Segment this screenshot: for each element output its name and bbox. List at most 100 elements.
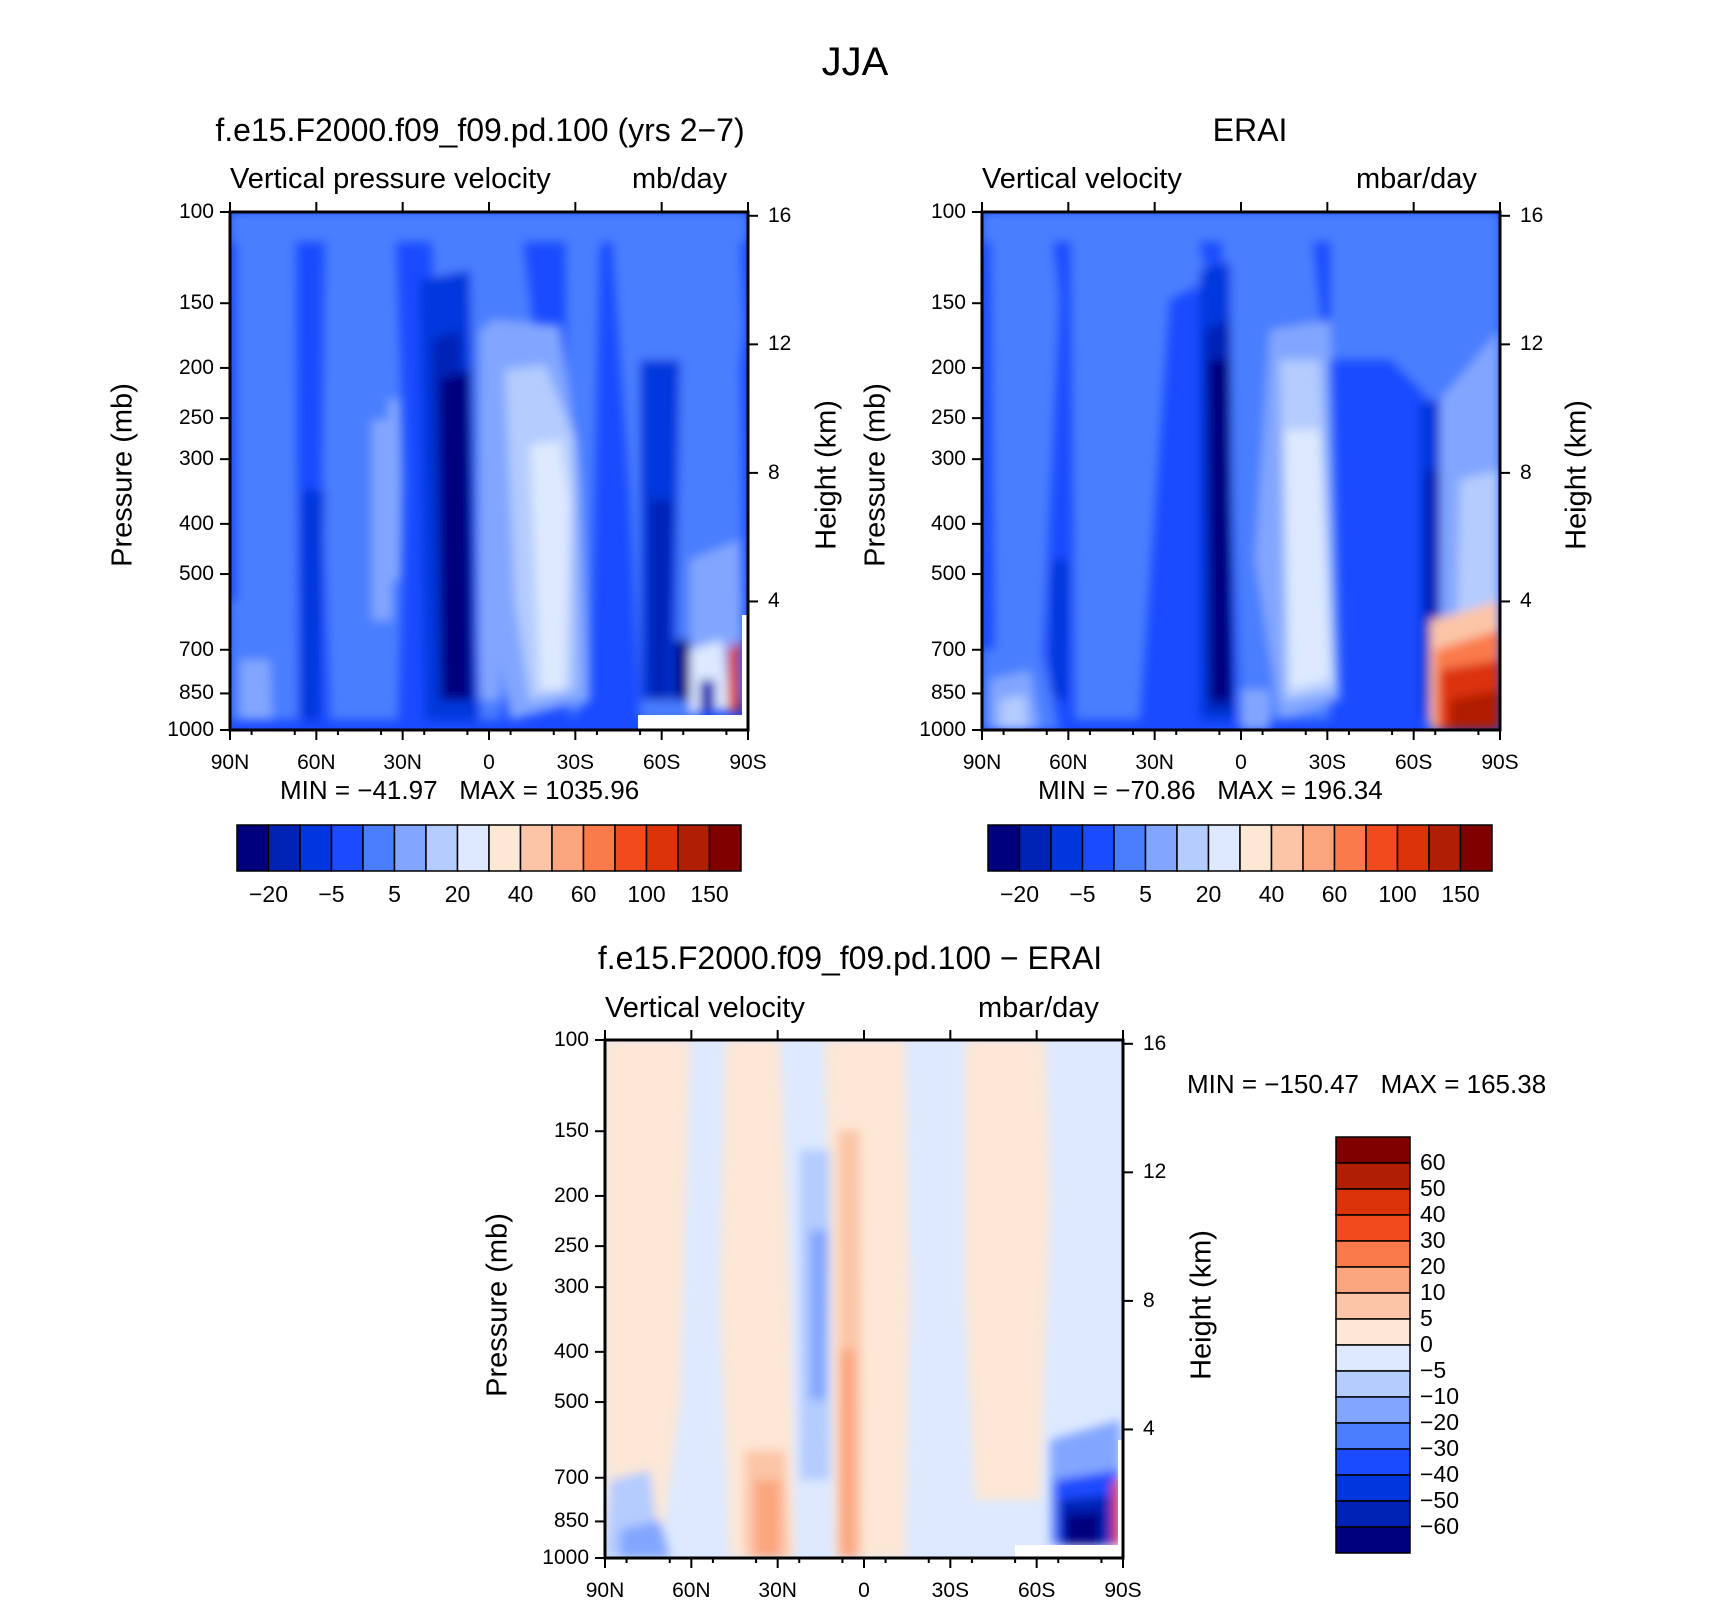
colorbar-label: 50 bbox=[1420, 1175, 1446, 1201]
panel-3-field bbox=[605, 1040, 1123, 1558]
panel-2-left-header: Vertical velocity bbox=[982, 163, 1182, 195]
figure-title: JJA bbox=[821, 40, 889, 84]
panel-3-left-header: Vertical velocity bbox=[605, 992, 805, 1024]
colorbar-label: −20 bbox=[1420, 1409, 1460, 1435]
colorbar-label: 30 bbox=[1420, 1227, 1446, 1253]
x-tick-label: 60S bbox=[642, 751, 681, 774]
y-tick-label: 700 bbox=[553, 1465, 589, 1489]
panel-1-title: f.e15.F2000.f09_f09.pd.100 (yrs 2−7) bbox=[215, 112, 745, 148]
y-tick-label: 300 bbox=[178, 447, 214, 471]
colorbar-box bbox=[1113, 824, 1147, 872]
panel-1-minmax: MIN = −41.97 MAX = 1035.96 bbox=[280, 775, 640, 805]
y-tick-label: 700 bbox=[178, 637, 214, 661]
colorbars bbox=[236, 824, 1493, 1554]
x-tick-label: 30S bbox=[1308, 751, 1347, 774]
height-tick-label: 8 bbox=[1520, 460, 1532, 484]
y-tick-label: 100 bbox=[553, 1028, 589, 1051]
y-tick-label: 500 bbox=[930, 562, 966, 586]
y-tick-label: 150 bbox=[930, 291, 966, 315]
colorbar-label: 40 bbox=[1258, 881, 1285, 907]
y-tick-label: 200 bbox=[178, 355, 214, 379]
y-tick-label: 500 bbox=[553, 1390, 589, 1414]
y-tick-label: 1000 bbox=[542, 1546, 589, 1569]
colorbar-box bbox=[708, 824, 742, 872]
y-tick-label: 250 bbox=[553, 1234, 589, 1258]
x-tick-label: 90S bbox=[1104, 1579, 1142, 1602]
x-tick-label: 30S bbox=[556, 751, 595, 774]
colorbar-box bbox=[1335, 1162, 1411, 1190]
colorbar-box bbox=[1335, 1474, 1411, 1502]
x-tick-label: 90S bbox=[729, 751, 767, 774]
colorbar-label: 60 bbox=[1321, 881, 1348, 907]
x-tick-label: 30N bbox=[758, 1579, 797, 1602]
y-tick-label: 100 bbox=[178, 200, 214, 223]
colorbar-box bbox=[1365, 824, 1399, 872]
colorbar-box bbox=[1239, 824, 1273, 872]
colorbar-label: −30 bbox=[1420, 1435, 1460, 1461]
y-tick-label: 500 bbox=[178, 562, 214, 586]
colorbar-box bbox=[1335, 1292, 1411, 1320]
colorbar-label: 100 bbox=[1378, 881, 1417, 907]
colorbar-label: −20 bbox=[248, 881, 288, 907]
x-tick-label: 60S bbox=[1394, 751, 1433, 774]
colorbar-label: 10 bbox=[1420, 1279, 1446, 1305]
colorbar-box bbox=[1335, 1318, 1411, 1346]
y-tick-label: 850 bbox=[553, 1509, 589, 1533]
x-tick-label: 30N bbox=[1135, 751, 1174, 774]
height-tick-label: 8 bbox=[1143, 1288, 1155, 1312]
colorbar-label: −20 bbox=[999, 881, 1039, 907]
height-tick-label: 16 bbox=[1143, 1031, 1167, 1055]
colorbar-label: 20 bbox=[1195, 881, 1222, 907]
height-tick-label: 16 bbox=[1520, 203, 1544, 227]
height-tick-label: 16 bbox=[768, 203, 792, 227]
colorbar-box bbox=[1270, 824, 1304, 872]
colorbar-box bbox=[1335, 1344, 1411, 1372]
y-tick-label: 400 bbox=[178, 511, 214, 535]
colorbar-box bbox=[614, 824, 648, 872]
x-tick-label: 90N bbox=[962, 751, 1002, 774]
x-tick-label: 90N bbox=[585, 1579, 625, 1602]
colorbar-box bbox=[456, 824, 490, 872]
colorbar-box bbox=[362, 824, 396, 872]
height-tick-label: 8 bbox=[768, 460, 780, 484]
x-tick-label: 60N bbox=[672, 1579, 711, 1602]
colorbar-label: 5 bbox=[388, 881, 401, 907]
colorbar-box bbox=[1396, 824, 1430, 872]
colorbar-box bbox=[1335, 1370, 1411, 1398]
y-tick-label: 1000 bbox=[919, 718, 966, 741]
panel-3-right-header: mbar/day bbox=[978, 992, 1099, 1024]
colorbar-label: 60 bbox=[1420, 1149, 1446, 1175]
colorbar-box bbox=[1081, 824, 1115, 872]
panel-3-minmax: MIN = −150.47 MAX = 165.38 bbox=[1187, 1069, 1547, 1099]
x-tick-label: 30S bbox=[931, 1579, 970, 1602]
x-tick-label: 90S bbox=[1481, 751, 1519, 774]
colorbar-box bbox=[582, 824, 616, 872]
colorbar-box bbox=[1176, 824, 1210, 872]
colorbar-label: 150 bbox=[690, 881, 729, 907]
colorbar-box bbox=[1302, 824, 1336, 872]
y-tick-label: 300 bbox=[553, 1275, 589, 1299]
axis-ticks bbox=[220, 202, 1510, 1568]
y-tick-label: 700 bbox=[930, 637, 966, 661]
panel-1-field bbox=[230, 212, 748, 730]
colorbar-label: 20 bbox=[1420, 1253, 1446, 1279]
colorbar-label: −60 bbox=[1420, 1513, 1460, 1539]
colorbar-box bbox=[1018, 824, 1052, 872]
colorbar-box bbox=[1335, 1526, 1411, 1554]
colorbar-box bbox=[299, 824, 333, 872]
x-tick-label: 60N bbox=[1049, 751, 1088, 774]
colorbar-box bbox=[330, 824, 364, 872]
height-tick-label: 12 bbox=[1520, 332, 1544, 356]
colorbar-box bbox=[1050, 824, 1084, 872]
y-tick-label: 400 bbox=[553, 1339, 589, 1363]
panel-1-right-header: mb/day bbox=[632, 163, 728, 195]
y-tick-label: 100 bbox=[930, 200, 966, 223]
colorbar-label: 60 bbox=[570, 881, 597, 907]
colorbar-box bbox=[267, 824, 301, 872]
colorbar-label: −10 bbox=[1420, 1383, 1460, 1409]
height-tick-label: 4 bbox=[1520, 589, 1532, 613]
colorbar-box bbox=[393, 824, 427, 872]
panel-3-title: f.e15.F2000.f09_f09.pd.100 − ERAI bbox=[597, 940, 1103, 976]
colorbar-box bbox=[1144, 824, 1178, 872]
